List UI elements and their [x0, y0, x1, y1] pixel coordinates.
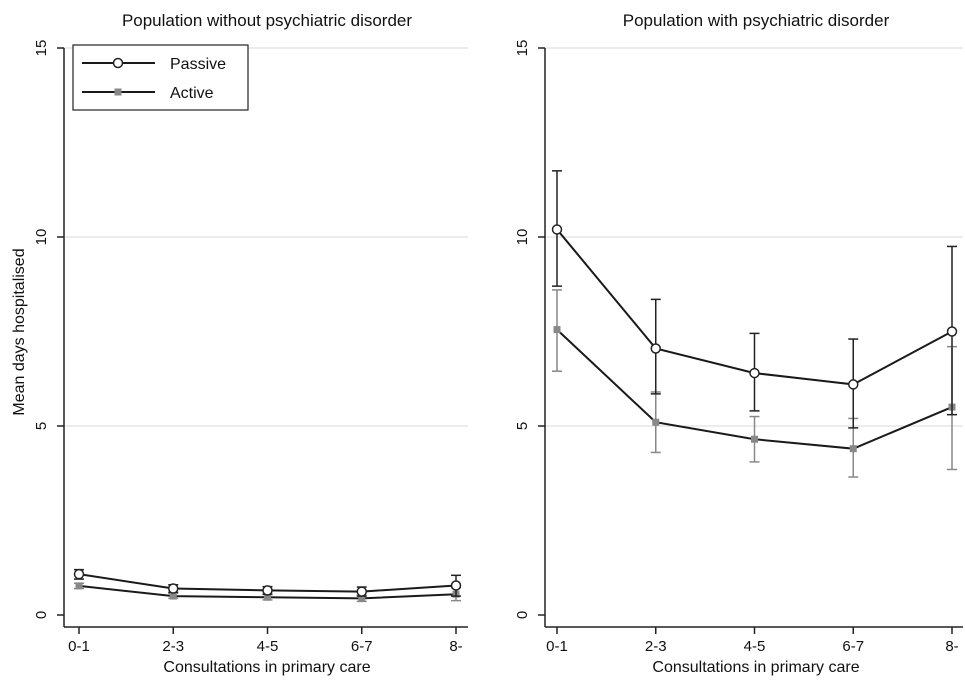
data-point [169, 592, 177, 600]
legend-box [72, 44, 249, 111]
data-point [749, 367, 760, 379]
data-point [848, 379, 859, 390]
x-tick-label: 4-5 [744, 638, 766, 655]
x-tick-label: 0-1 [68, 638, 90, 655]
legend-label: Active [170, 85, 214, 102]
y-tick-label: 0 [514, 611, 531, 619]
x-axis-title: Consultations in primary care [163, 659, 370, 676]
y-tick-label: 15 [514, 40, 531, 57]
chart-right-panel: Population with psychiatric disorder 0 5 10… [514, 11, 963, 676]
data-point [264, 593, 271, 601]
legend: Passive Active [72, 44, 249, 111]
x-axis-title: Consultations in primary care [652, 659, 859, 676]
data-point [553, 326, 561, 334]
chart-title: Population without psychiatric disorder [122, 11, 412, 30]
y-tick-label: 10 [33, 229, 50, 246]
x-tick-label: 2-3 [162, 638, 184, 655]
data-point [751, 435, 758, 443]
chart-title: Population with psychiatric disorder [623, 11, 890, 30]
legend-label: Passive [170, 56, 226, 73]
series-passive [551, 170, 958, 429]
data-point [450, 580, 462, 591]
data-point [75, 582, 83, 590]
data-point [262, 585, 273, 596]
series-passive [73, 568, 462, 597]
y-tick-label: 5 [33, 422, 50, 430]
y-axis-title: Mean days hospitalised [11, 248, 28, 415]
x-tick-label: 6-7 [842, 638, 864, 655]
data-point [652, 418, 660, 426]
x-tick-label: 6-7 [351, 638, 373, 655]
y-tick-label: 5 [514, 422, 531, 430]
data-point [650, 343, 661, 354]
chart-left-panel: Population without psychiatric disorder 0… [11, 11, 468, 676]
y-tick-label: 10 [514, 229, 531, 246]
legend-marker [114, 88, 122, 96]
data-point [551, 224, 563, 235]
x-tick-label: 8- [449, 638, 462, 655]
data-point [358, 594, 366, 602]
y-tick-label: 0 [33, 611, 50, 619]
y-tick-label: 15 [33, 40, 50, 57]
data-point [946, 326, 958, 337]
x-tick-label: 0-1 [546, 638, 568, 655]
x-tick-label: 2-3 [645, 638, 667, 655]
data-point [849, 445, 857, 453]
x-tick-label: 8- [945, 638, 958, 655]
legend-marker [112, 57, 124, 69]
data-point [168, 583, 179, 594]
x-tick-label: 4-5 [257, 638, 279, 655]
data-point [356, 586, 367, 597]
data-point [73, 568, 85, 580]
